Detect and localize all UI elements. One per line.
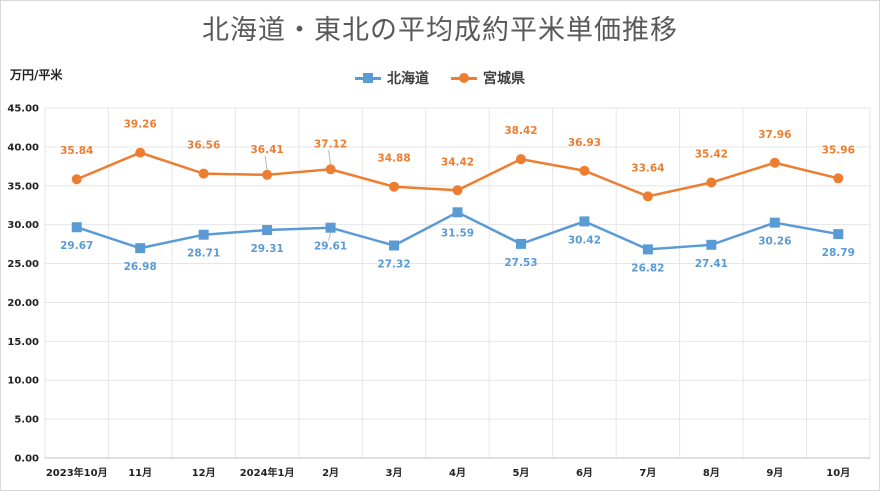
x-tick-label: 6月 — [576, 467, 593, 479]
legend-marker-square-icon — [355, 72, 381, 84]
data-point-hokkaido — [642, 244, 653, 255]
data-label: 35.96 — [822, 144, 855, 156]
legend-item-miyagi: 宮城県 — [451, 68, 525, 88]
data-point-hokkaido — [262, 225, 273, 236]
y-tick-label: 40.00 — [7, 142, 39, 153]
y-tick-label: 0.00 — [14, 454, 39, 465]
data-label-leader-line — [264, 155, 268, 170]
data-label: 37.12 — [314, 138, 347, 150]
data-label: 27.32 — [377, 259, 410, 271]
data-label: 26.82 — [631, 262, 664, 274]
legend-item-hokkaido: 北海道 — [355, 68, 429, 88]
data-label: 38.42 — [504, 125, 537, 137]
data-label: 39.26 — [124, 119, 157, 131]
x-tick-label: 5月 — [512, 467, 529, 479]
data-point-hokkaido — [579, 216, 590, 227]
legend: 北海道 宮城県 — [0, 68, 880, 88]
data-point-miyagi — [769, 157, 780, 168]
x-tick-label: 4月 — [449, 467, 466, 479]
data-label: 36.56 — [187, 140, 220, 152]
data-label: 27.53 — [504, 257, 537, 269]
data-point-miyagi — [706, 177, 717, 188]
legend-marker-circle-icon — [451, 72, 477, 84]
data-label-leader-line — [328, 150, 331, 165]
x-tick-label: 10月 — [826, 467, 850, 479]
data-label: 30.26 — [758, 236, 791, 248]
data-point-hokkaido — [706, 239, 717, 250]
y-tick-label: 25.00 — [7, 259, 39, 270]
data-point-miyagi — [71, 174, 82, 185]
data-label: 37.96 — [758, 129, 791, 141]
data-label: 28.79 — [822, 247, 855, 259]
y-tick-label: 15.00 — [7, 337, 39, 348]
y-tick-label: 30.00 — [7, 220, 39, 231]
data-point-miyagi — [515, 154, 526, 165]
data-label: 31.59 — [441, 227, 474, 239]
data-point-miyagi — [389, 181, 400, 192]
data-label: 34.88 — [377, 153, 410, 165]
data-point-hokkaido — [198, 229, 209, 240]
data-label: 34.42 — [441, 156, 474, 168]
data-label: 35.42 — [695, 149, 728, 161]
data-point-miyagi — [833, 173, 844, 184]
data-label-leader-line — [328, 232, 331, 241]
x-tick-label: 2月 — [322, 467, 339, 479]
data-label: 36.93 — [568, 137, 601, 149]
x-tick-label: 2024年1月 — [240, 466, 295, 479]
x-tick-label: 3月 — [386, 467, 403, 479]
data-point-miyagi — [262, 169, 273, 180]
y-tick-label: 45.00 — [7, 104, 39, 115]
data-point-miyagi — [198, 168, 209, 179]
data-point-miyagi — [325, 164, 336, 175]
data-label: 26.98 — [124, 261, 157, 273]
y-axis-unit-label: 万円/平米 — [10, 68, 63, 82]
legend-label-miyagi: 宮城県 — [483, 71, 525, 87]
chart-title: 北海道・東北の平均成約平米単価推移 — [202, 15, 678, 46]
data-point-hokkaido — [71, 222, 82, 233]
x-tick-label: 2023年10月 — [46, 466, 108, 479]
data-label: 28.71 — [187, 248, 220, 260]
x-tick-label: 11月 — [128, 467, 152, 479]
data-point-hokkaido — [515, 238, 526, 249]
data-label: 33.64 — [631, 162, 664, 174]
y-tick-label: 35.00 — [7, 181, 39, 192]
data-point-miyagi — [642, 191, 653, 202]
data-point-hokkaido — [833, 229, 844, 240]
data-label: 29.67 — [60, 240, 93, 252]
data-label: 35.84 — [60, 145, 93, 157]
data-point-hokkaido — [135, 243, 146, 254]
data-point-miyagi — [579, 165, 590, 176]
data-point-miyagi — [135, 147, 146, 158]
data-label: 27.41 — [695, 258, 728, 270]
y-tick-label: 10.00 — [7, 376, 39, 387]
data-point-hokkaido — [389, 240, 400, 251]
legend-label-hokkaido: 北海道 — [387, 71, 429, 87]
data-point-hokkaido — [769, 217, 780, 228]
x-tick-label: 12月 — [192, 467, 216, 479]
data-label: 36.41 — [251, 144, 284, 156]
data-point-miyagi — [452, 185, 463, 196]
data-label: 29.31 — [251, 243, 284, 255]
data-label: 29.61 — [314, 241, 347, 253]
y-tick-label: 20.00 — [7, 298, 39, 309]
x-tick-label: 7月 — [639, 467, 656, 479]
data-label: 30.42 — [568, 234, 601, 246]
data-point-hokkaido — [325, 222, 336, 233]
x-tick-label: 9月 — [766, 467, 783, 479]
y-tick-label: 5.00 — [14, 415, 39, 426]
data-point-hokkaido — [452, 207, 463, 218]
x-tick-label: 8月 — [703, 467, 720, 479]
